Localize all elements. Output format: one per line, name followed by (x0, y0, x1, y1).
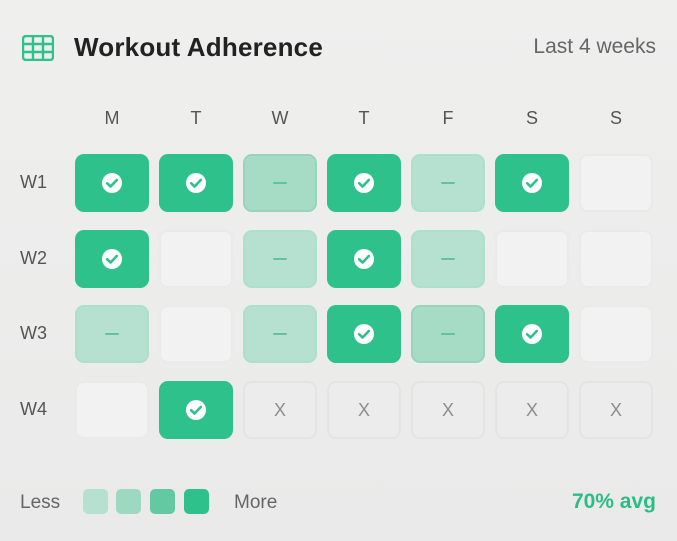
day-cell-future[interactable]: X (495, 381, 569, 439)
day-cell-empty[interactable] (579, 230, 653, 288)
dash-icon (441, 333, 455, 335)
legend-more-label: More (234, 492, 278, 513)
week-label: W1 (20, 172, 47, 192)
check-icon (354, 249, 374, 269)
future-day-mark: X (441, 399, 454, 420)
dash-icon (441, 258, 455, 260)
day-cell-empty[interactable] (579, 154, 653, 212)
day-cell-future[interactable]: X (327, 381, 401, 439)
legend-swatch (150, 489, 175, 514)
legend-less-label: Less (20, 492, 61, 513)
day-label: F (442, 108, 454, 128)
day-cell-empty[interactable] (75, 381, 149, 439)
day-cell-empty[interactable] (495, 230, 569, 288)
dash-icon (273, 333, 287, 335)
day-cell-light[interactable] (243, 305, 317, 363)
check-icon (102, 249, 122, 269)
check-icon (102, 173, 122, 193)
day-label: S (609, 108, 622, 128)
check-icon (522, 324, 542, 344)
day-cell-light[interactable] (411, 230, 485, 288)
future-day-mark: X (357, 399, 370, 420)
check-icon (186, 173, 206, 193)
dash-icon (273, 258, 287, 260)
check-icon (354, 173, 374, 193)
grid-icon (22, 35, 54, 61)
day-cell-future[interactable]: X (411, 381, 485, 439)
check-icon (354, 324, 374, 344)
future-day-mark: X (525, 399, 538, 420)
day-cell-empty[interactable] (159, 230, 233, 288)
day-cell-done[interactable] (159, 154, 233, 212)
card-title: Workout Adherence (74, 32, 323, 62)
check-icon (522, 173, 542, 193)
week-label: W4 (20, 399, 47, 419)
day-cell-done[interactable] (327, 154, 401, 212)
card-header: Workout Adherence Last 4 weeks (22, 28, 656, 68)
day-cell-light[interactable] (75, 305, 149, 363)
legend-swatch (184, 489, 209, 514)
week-label: W2 (20, 248, 47, 268)
day-cell-partial[interactable] (411, 305, 485, 363)
check-icon (186, 400, 206, 420)
day-cell-light[interactable] (411, 154, 485, 212)
future-day-mark: X (273, 399, 286, 420)
day-cell-light[interactable] (243, 230, 317, 288)
week-label: W3 (20, 323, 47, 343)
legend-swatch (116, 489, 141, 514)
day-cell-partial[interactable] (243, 154, 317, 212)
day-label: T (190, 108, 202, 128)
day-cell-empty[interactable] (159, 305, 233, 363)
average-label: 70% avg (571, 490, 656, 513)
day-label: S (525, 108, 538, 128)
day-cell-done[interactable] (75, 154, 149, 212)
day-label: W (271, 108, 289, 128)
day-cell-future[interactable]: X (579, 381, 653, 439)
dash-icon (441, 182, 455, 184)
day-cell-done[interactable] (495, 305, 569, 363)
day-cell-empty[interactable] (579, 305, 653, 363)
range-label[interactable]: Last 4 weeks (533, 35, 656, 58)
legend-swatch (83, 489, 108, 514)
day-cell-done[interactable] (495, 154, 569, 212)
day-label: M (104, 108, 120, 128)
day-cell-done[interactable] (75, 230, 149, 288)
day-label: T (358, 108, 370, 128)
day-cell-done[interactable] (327, 305, 401, 363)
dash-icon (273, 182, 287, 184)
day-cell-done[interactable] (159, 381, 233, 439)
dash-icon (105, 333, 119, 335)
day-cell-done[interactable] (327, 230, 401, 288)
future-day-mark: X (609, 399, 622, 420)
day-cell-future[interactable]: X (243, 381, 317, 439)
